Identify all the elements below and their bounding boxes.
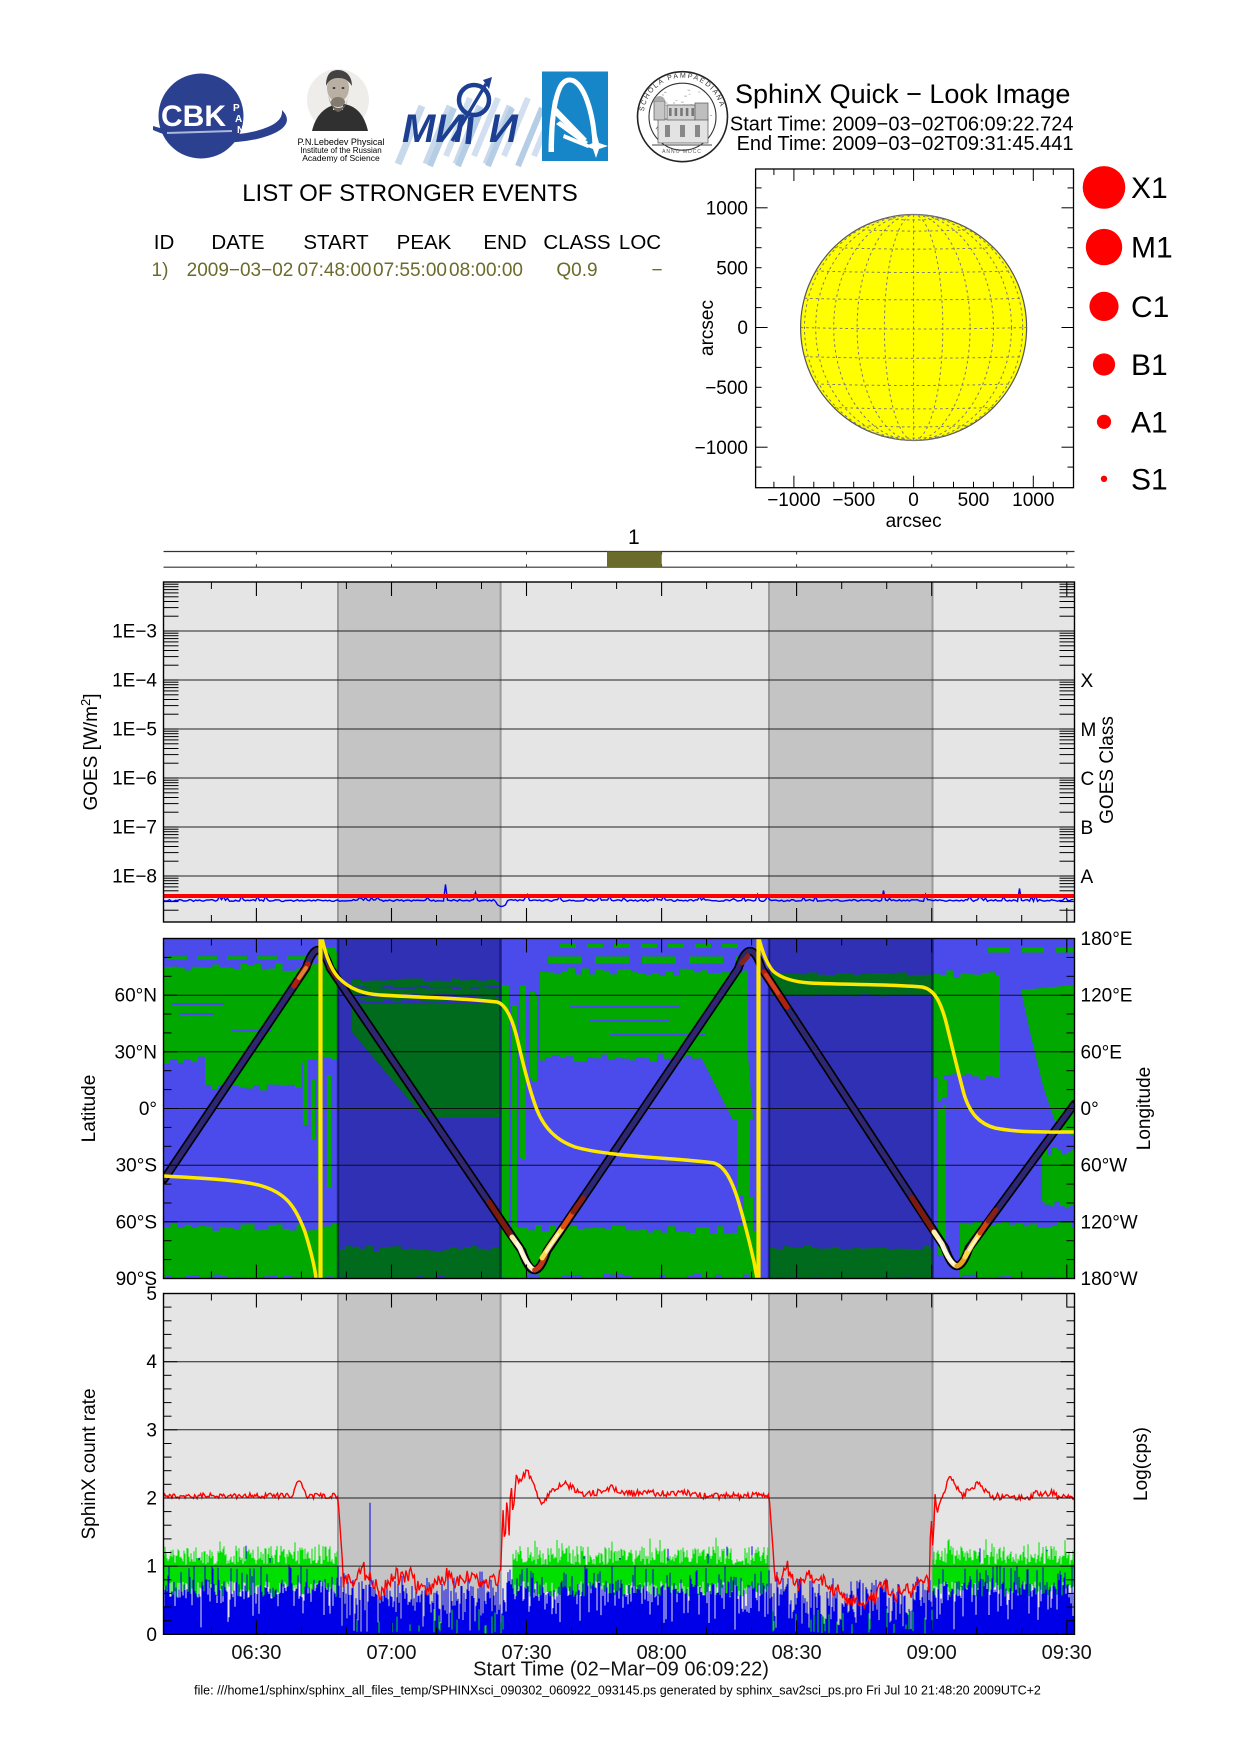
svg-text:M: M (1081, 720, 1097, 741)
svg-text:−1000: −1000 (695, 438, 748, 459)
svg-text:500: 500 (716, 258, 748, 279)
svg-text:90°S: 90°S (116, 1269, 157, 1290)
svg-text:arcsec: arcsec (886, 511, 942, 532)
svg-text:60°S: 60°S (116, 1212, 157, 1233)
svg-text:A: A (235, 114, 242, 125)
svg-text:LIST OF STRONGER EVENTS: LIST OF STRONGER EVENTS (242, 180, 578, 207)
svg-text:4: 4 (146, 1352, 157, 1373)
svg-text:0°: 0° (1081, 1099, 1099, 1120)
svg-text:1E−7: 1E−7 (112, 818, 157, 839)
svg-text:500: 500 (958, 490, 990, 511)
svg-text:120°W: 120°W (1081, 1212, 1138, 1233)
svg-text:N: N (237, 125, 244, 136)
svg-text:1E−3: 1E−3 (112, 622, 157, 643)
svg-text:5: 5 (146, 1284, 157, 1305)
svg-text:CLASS: CLASS (543, 231, 610, 254)
svg-text:МИ: МИ (402, 107, 465, 151)
svg-text:−500: −500 (705, 378, 748, 399)
svg-text:Q0.9: Q0.9 (556, 260, 597, 281)
svg-text:60°E: 60°E (1081, 1042, 1122, 1063)
svg-text:Longitude: Longitude (1134, 1067, 1155, 1150)
svg-text:0: 0 (146, 1625, 157, 1646)
svg-text:M1: M1 (1131, 232, 1173, 265)
svg-text:1): 1) (152, 260, 169, 281)
svg-text:60°N: 60°N (115, 986, 157, 1007)
svg-text:GOES Class: GOES Class (1097, 716, 1118, 824)
svg-text:30°S: 30°S (116, 1156, 157, 1177)
svg-text:И: И (489, 107, 519, 151)
svg-text:Academy of Science: Academy of Science (302, 153, 380, 163)
svg-text:07:30: 07:30 (501, 1642, 551, 1664)
svg-text:A1: A1 (1131, 406, 1168, 439)
svg-text:−1000: −1000 (767, 490, 820, 511)
svg-text:07:00: 07:00 (366, 1642, 416, 1664)
svg-text:0: 0 (737, 318, 748, 339)
svg-text:End Time: 2009−03−02T09:31:45.: End Time: 2009−03−02T09:31:45.441 (737, 133, 1074, 155)
svg-text:S1: S1 (1131, 463, 1168, 496)
svg-text:1: 1 (146, 1557, 157, 1578)
svg-text:Latitude: Latitude (79, 1075, 100, 1143)
svg-text:GOES [W/m2]: GOES [W/m2] (78, 693, 102, 810)
svg-text:SphinX Quick − Look Image: SphinX Quick − Look Image (735, 79, 1070, 109)
svg-text:1E−4: 1E−4 (112, 671, 157, 692)
svg-text:LOC: LOC (619, 231, 661, 254)
svg-text:180°E: 180°E (1081, 929, 1133, 950)
svg-text:08:00: 08:00 (637, 1642, 687, 1664)
svg-text:3: 3 (146, 1420, 157, 1441)
svg-text:P: P (233, 103, 240, 114)
svg-text:CBK: CBK (161, 100, 226, 133)
svg-text:START: START (303, 231, 369, 254)
svg-text:2009−03−02: 2009−03−02 (187, 260, 294, 281)
svg-text:file: ///home1/sphinx/sphinx_a: file: ///home1/sphinx/sphinx_all_files_t… (194, 1684, 1041, 1698)
svg-text:Institute of the Russian: Institute of the Russian (300, 146, 381, 155)
svg-text:Start Time (02−Mar−09 06:09:22: Start Time (02−Mar−09 06:09:22) (473, 1659, 769, 1681)
svg-text:180°W: 180°W (1081, 1269, 1138, 1290)
svg-text:C: C (1081, 769, 1095, 790)
svg-text:1000: 1000 (1012, 490, 1054, 511)
svg-text:Log(cps): Log(cps) (1131, 1427, 1152, 1501)
svg-text:−500: −500 (832, 490, 875, 511)
svg-text:07:55:00: 07:55:00 (373, 260, 447, 281)
svg-text:X: X (1081, 671, 1094, 692)
svg-text:09:00: 09:00 (907, 1642, 957, 1664)
svg-text:06:30: 06:30 (231, 1642, 281, 1664)
svg-text:08:00:00: 08:00:00 (449, 260, 523, 281)
svg-text:1E−8: 1E−8 (112, 867, 157, 888)
svg-text:PEAK: PEAK (397, 231, 452, 254)
svg-text:A: A (1081, 867, 1094, 888)
svg-text:2: 2 (146, 1489, 157, 1510)
svg-text:Start Time: 2009−03−02T06:09:2: Start Time: 2009−03−02T06:09:22.724 (730, 114, 1074, 136)
svg-text:SphinX count rate: SphinX count rate (79, 1388, 100, 1539)
svg-text:ID: ID (154, 231, 175, 254)
svg-text:60°W: 60°W (1081, 1156, 1128, 1177)
svg-text:1E−6: 1E−6 (112, 769, 157, 790)
svg-text:09:30: 09:30 (1042, 1642, 1092, 1664)
svg-text:B: B (1081, 818, 1094, 839)
svg-text:08:30: 08:30 (772, 1642, 822, 1664)
svg-text:−: − (651, 260, 662, 281)
svg-text:C1: C1 (1131, 291, 1169, 324)
svg-text:0°: 0° (139, 1099, 157, 1120)
svg-text:X1: X1 (1131, 172, 1168, 205)
svg-text:07:48:00: 07:48:00 (298, 260, 372, 281)
svg-text:30°N: 30°N (115, 1042, 157, 1063)
svg-text:arcsec: arcsec (697, 300, 718, 356)
svg-text:P.N.Lebedev Physical: P.N.Lebedev Physical (298, 137, 385, 147)
svg-text:ANNO MDCC: ANNO MDCC (662, 149, 702, 155)
svg-text:END: END (483, 231, 526, 254)
svg-text:DATE: DATE (211, 231, 264, 254)
svg-text:1: 1 (628, 526, 640, 549)
svg-text:120°E: 120°E (1081, 986, 1133, 1007)
svg-text:1E−5: 1E−5 (112, 720, 157, 741)
svg-text:0: 0 (908, 490, 919, 511)
svg-text:1000: 1000 (706, 199, 748, 220)
svg-text:B1: B1 (1131, 349, 1168, 382)
